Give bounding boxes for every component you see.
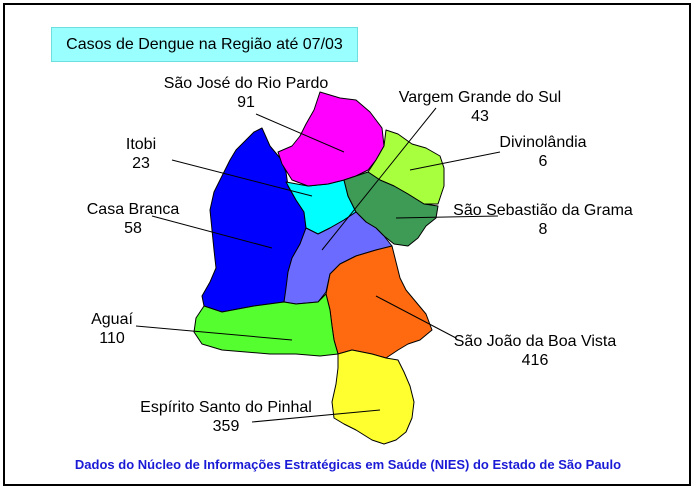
leader-line-vargem-grande-do-sul xyxy=(321,107,437,251)
region-sao-jose-do-rio-pardo[interactable] xyxy=(277,91,385,187)
region-cases: 43 xyxy=(471,108,489,125)
region-cases: 359 xyxy=(212,418,240,435)
leader-line-divinolandia xyxy=(409,151,501,171)
region-cases: 23 xyxy=(132,155,150,172)
region-cases: 110 xyxy=(99,330,125,347)
region-name: Divinolândia xyxy=(499,134,587,151)
region-cases: 6 xyxy=(538,153,548,170)
map-title: Casos de Dengue na Região até 07/03 xyxy=(51,27,358,62)
region-name: São Sebastião da Grama xyxy=(453,202,633,219)
region-aguai[interactable] xyxy=(193,293,339,357)
leader-line-sao-jose-do-rio-pardo xyxy=(255,113,345,153)
region-name: São João da Boa Vista xyxy=(453,333,617,350)
region-cases: 416 xyxy=(521,352,549,369)
region-espirito-santo-do-pinhal[interactable] xyxy=(331,349,415,445)
leader-line-sao-sebastiao-da-grama xyxy=(395,215,499,219)
leader-line-sao-joao-da-boa-vista xyxy=(375,295,457,339)
leader-line-aguai xyxy=(135,325,293,341)
region-name: São José do Rio Pardo xyxy=(163,75,329,92)
region-sao-joao-da-boa-vista[interactable] xyxy=(325,245,433,359)
region-name: Espírito Santo do Pinhal xyxy=(140,399,312,416)
label-sao-jose-do-rio-pardo: São José do Rio Pardo 91 xyxy=(164,74,329,112)
label-aguai: Aguaí 110 xyxy=(91,310,133,348)
region-divinolandia[interactable] xyxy=(367,129,445,205)
region-cases: 91 xyxy=(237,94,255,111)
label-sao-sebastiao-da-grama: São Sebastião da Grama 8 xyxy=(453,201,633,239)
label-divinolandia: Divinolândia 6 xyxy=(499,133,586,171)
label-casa-branca: Casa Branca 58 xyxy=(87,200,180,238)
leader-line-casa-branca xyxy=(151,215,273,249)
region-cases: 58 xyxy=(124,220,142,237)
label-itobi: Itobi 23 xyxy=(126,135,156,173)
region-name: Vargem Grande do Sul xyxy=(398,89,562,106)
region-cases: 8 xyxy=(538,221,548,238)
leader-line-itobi xyxy=(171,159,313,197)
source-caption: Dados do Núcleo de Informações Estratégi… xyxy=(74,457,622,472)
region-name: Itobi xyxy=(125,136,157,153)
region-name: Casa Branca xyxy=(86,201,180,218)
label-espirito-santo-do-pinhal: Espírito Santo do Pinhal 359 xyxy=(140,398,312,436)
leader-line-espirito-santo-do-pinhal xyxy=(251,409,381,423)
region-name: Aguaí xyxy=(91,311,133,328)
label-vargem-grande-do-sul: Vargem Grande do Sul 43 xyxy=(399,88,561,126)
label-sao-joao-da-boa-vista: São João da Boa Vista 416 xyxy=(454,332,617,370)
